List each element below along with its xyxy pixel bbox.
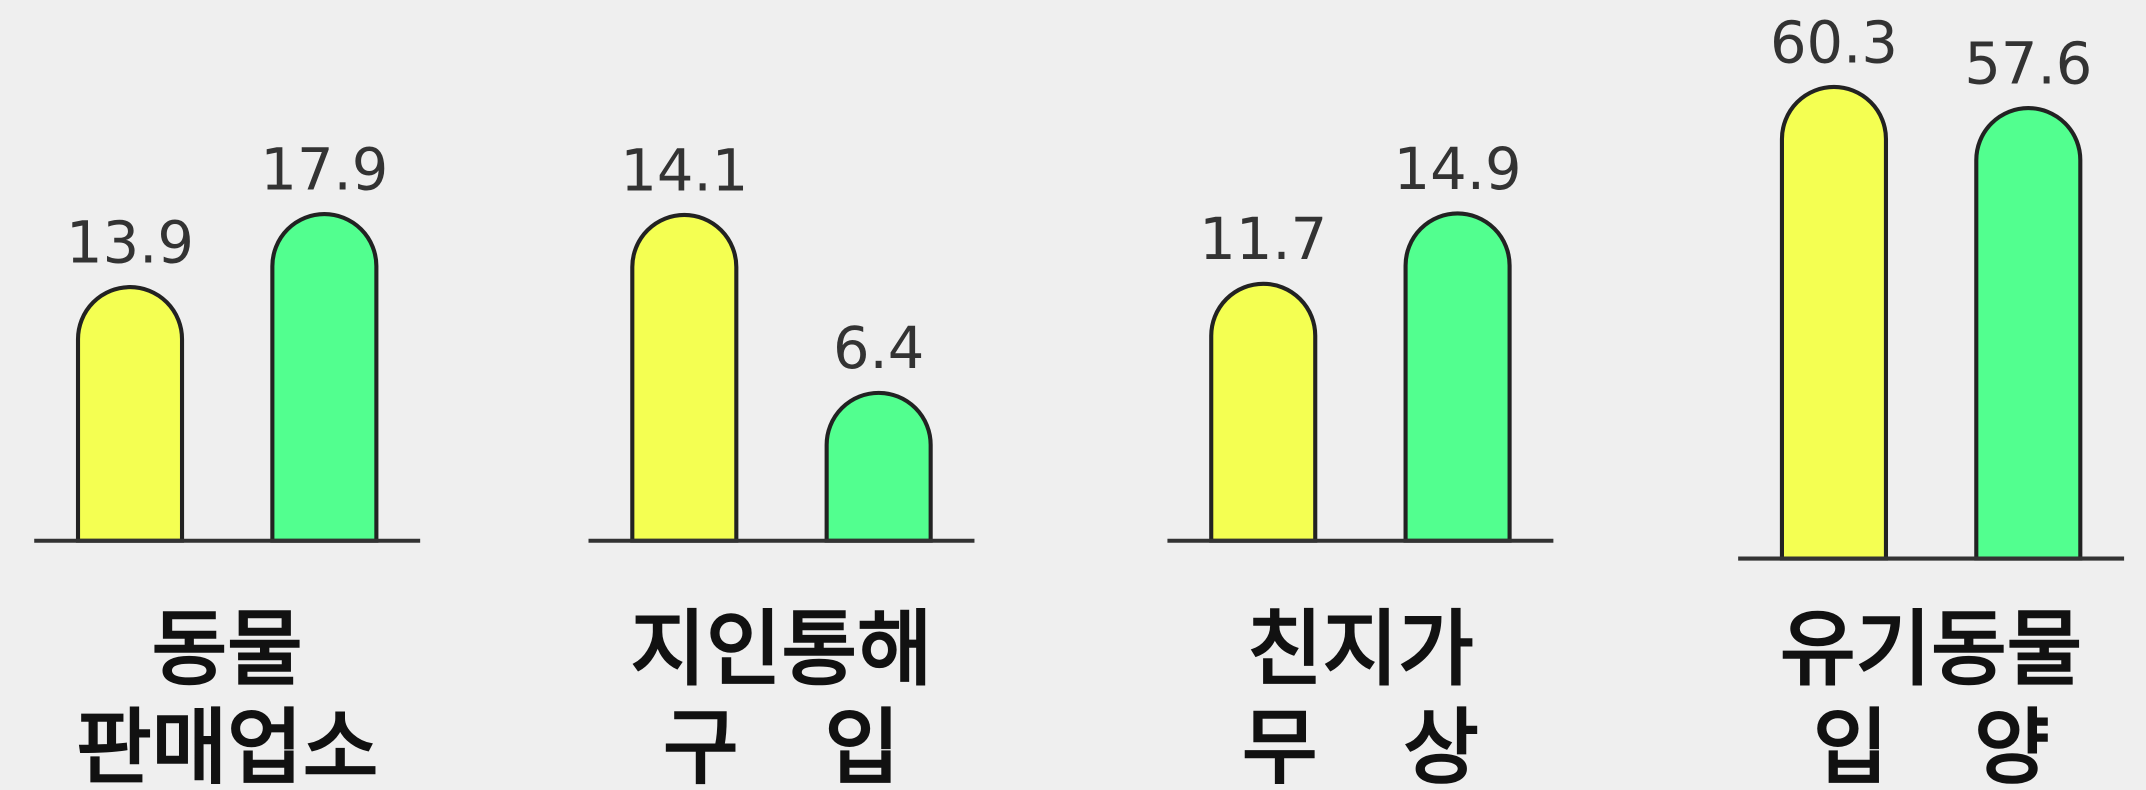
category-label: 유기동물 <box>1780 603 2082 698</box>
value-label: 11.7 <box>1199 206 1327 273</box>
value-label: 13.9 <box>66 209 194 276</box>
bar <box>1779 84 1889 561</box>
value-label: 57.6 <box>1964 30 2092 97</box>
value-label: 14.9 <box>1394 136 1522 203</box>
category-label: 동물 <box>152 603 303 698</box>
category-label: 구 입 <box>663 701 900 790</box>
value-label: 60.3 <box>1770 9 1898 76</box>
bar <box>630 212 739 543</box>
bar <box>75 285 185 543</box>
category-label: 지인통해 <box>630 603 932 698</box>
value-label: 6.4 <box>833 315 924 382</box>
bar <box>270 212 379 543</box>
bar <box>1209 281 1318 543</box>
category-label: 친지가 <box>1247 603 1474 698</box>
category-label: 판매업소 <box>76 701 378 790</box>
value-label: 14.1 <box>620 137 748 204</box>
category-label: 무 상 <box>1242 701 1479 790</box>
category-label: 입 양 <box>1813 701 2050 790</box>
value-label: 17.9 <box>260 136 388 203</box>
bar <box>824 390 933 543</box>
bar <box>1974 106 2083 561</box>
bar <box>1403 211 1512 543</box>
